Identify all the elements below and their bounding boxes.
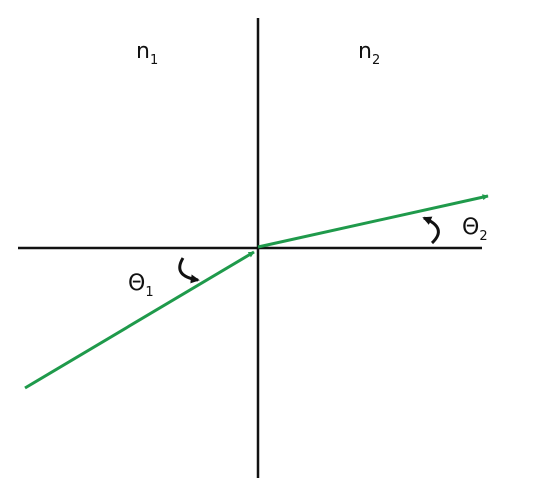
symbol: n [136,39,150,64]
angle-arrow-1 [178,257,200,284]
angle-arrow-2 [422,216,440,245]
symbol: n [358,39,372,64]
symbol: Θ [462,215,479,240]
medium-label-1: n1 [136,39,158,68]
subscript: 2 [479,229,487,244]
symbol: Θ [128,271,145,296]
angle-label-1: Θ1 [128,271,154,300]
subscript: 1 [145,285,153,300]
angle-label-2: Θ2 [462,215,488,244]
incident-ray [24,250,255,390]
medium-label-2: n2 [358,39,380,68]
refracted-ray [257,194,489,249]
subscript: 1 [150,53,158,68]
subscript: 2 [372,53,380,68]
